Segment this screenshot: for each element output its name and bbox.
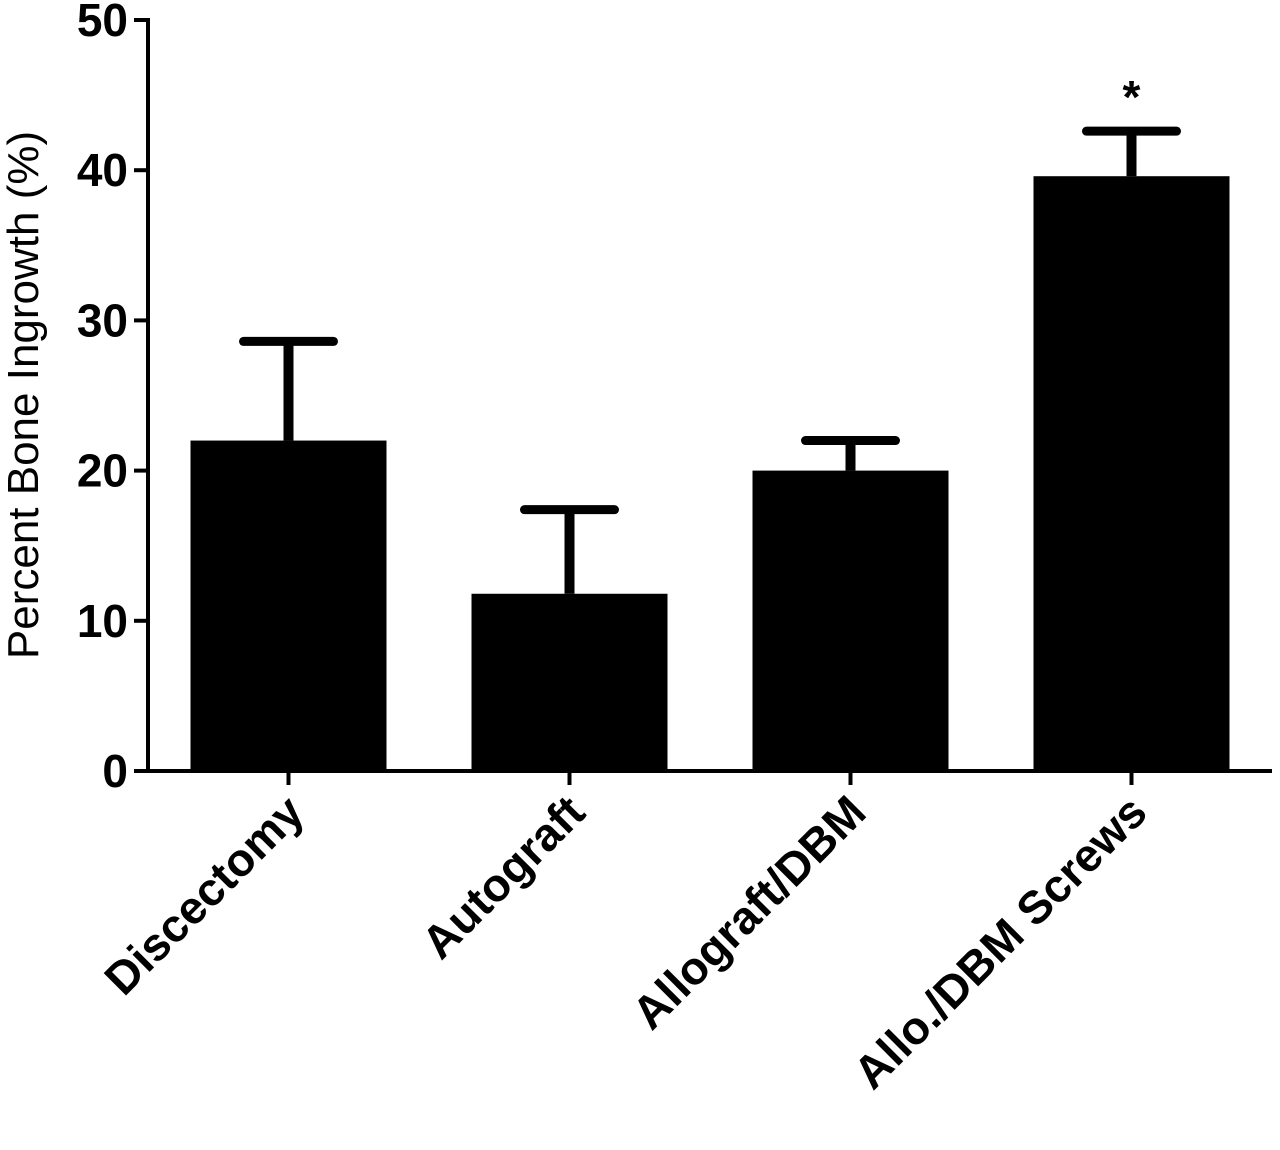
error-bars-layer bbox=[239, 126, 1181, 594]
bar bbox=[1033, 176, 1230, 771]
bars-layer bbox=[190, 176, 1230, 771]
axes bbox=[146, 18, 1272, 773]
bar bbox=[190, 440, 387, 771]
x-ticks: Discectomy Autograft Allograft/DBMAllo./DB… bbox=[94, 771, 1157, 1099]
y-tick-label: 50 bbox=[77, 0, 128, 46]
y-axis-title: Percent Bone Ingrowth (%) bbox=[0, 131, 48, 659]
bar bbox=[471, 593, 668, 771]
bar bbox=[752, 470, 949, 771]
x-tick-label: Allograft/DBM bbox=[622, 785, 876, 1039]
x-tick-label: Autograft bbox=[411, 785, 594, 968]
y-tick-label: 20 bbox=[77, 445, 128, 497]
significance-marker: * bbox=[1123, 71, 1141, 123]
y-tick-label: 40 bbox=[77, 144, 128, 196]
y-tick-label: 10 bbox=[77, 595, 128, 647]
x-tick-label: Allo./DBM Screws bbox=[843, 785, 1156, 1098]
y-ticks: 0 10 20 30 40 50 bbox=[77, 0, 148, 797]
x-tick-label: Discectomy bbox=[94, 785, 314, 1005]
annotations: * bbox=[1123, 71, 1141, 123]
y-tick-label: 0 bbox=[102, 745, 128, 797]
y-tick-label: 30 bbox=[77, 294, 128, 346]
